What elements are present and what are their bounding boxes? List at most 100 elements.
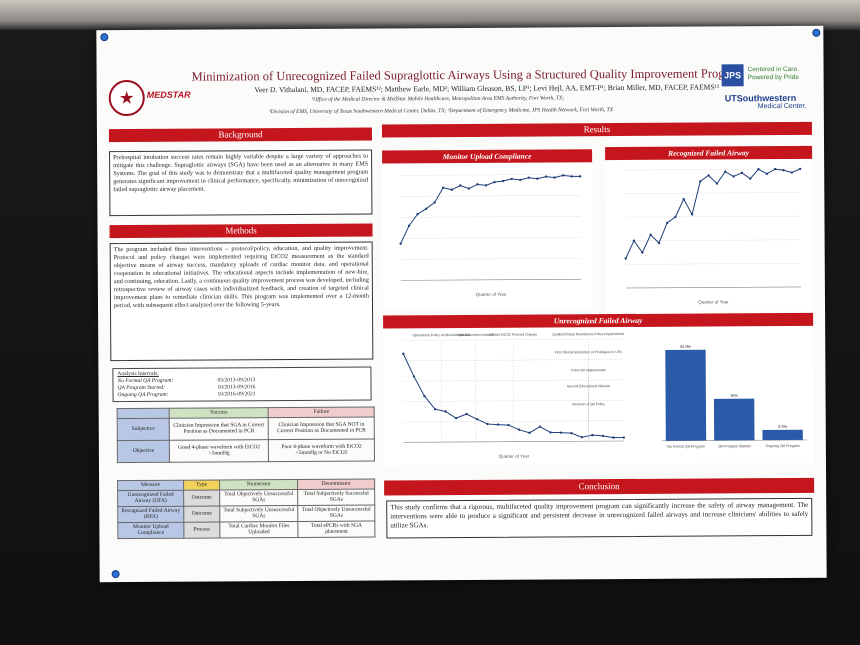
data-point xyxy=(496,423,500,426)
data-point xyxy=(412,375,416,378)
interval-label: Ongoing QA Program: xyxy=(117,391,169,399)
data-point xyxy=(749,177,752,180)
data-point xyxy=(407,224,411,227)
data-point xyxy=(465,412,468,416)
gridline xyxy=(403,338,624,341)
table-cell: Total Objectively Unsuccessful SGAs xyxy=(297,504,375,522)
table-cell: Clinician Impression that SGA NOT in Cor… xyxy=(268,416,375,440)
gridline xyxy=(403,420,624,423)
annotation-label: Point-QA Implemented xyxy=(571,368,605,372)
data-point xyxy=(450,188,453,191)
gridline xyxy=(625,239,801,242)
table-row: Recognized Failed Airway (RFA) Outcome T… xyxy=(117,504,375,523)
annotation-line xyxy=(441,342,443,443)
data-point xyxy=(444,410,447,413)
table-cell: Total ePCRs with SGA placement xyxy=(298,520,375,538)
measure-definition-table: Measure Type Numerator Denominator Unrec… xyxy=(117,479,375,539)
interval-row: Ongoing QA Program: 10/2016-09/2021 xyxy=(118,391,367,400)
table-header-cell xyxy=(117,408,170,419)
data-point xyxy=(433,408,437,411)
chart-plot: Quarter of Year xyxy=(399,174,582,297)
data-point xyxy=(665,221,669,225)
research-poster: MEDSTAR Minimization of Unrecognized Fai… xyxy=(96,25,827,583)
utsw-logo-subtitle: Medical Center. xyxy=(757,102,807,111)
data-point xyxy=(641,251,644,254)
gridline xyxy=(625,168,801,171)
data-point xyxy=(441,186,445,189)
data-point xyxy=(624,257,627,260)
annotation-label: Quality/Clinical Restrictions Policy Imp… xyxy=(552,332,624,336)
gridline xyxy=(400,195,581,197)
bar-value-label: 3.9% xyxy=(778,424,788,429)
gridline xyxy=(400,216,581,218)
table-cell: Clinician Impression that SGA in Correct… xyxy=(169,417,269,440)
data-point xyxy=(790,171,794,174)
analysis-intervals: Analysis Intervals: No Formal QA Program… xyxy=(112,366,372,403)
data-point xyxy=(544,175,548,178)
jps-tagline: Centered in Care. Powered by Pride xyxy=(748,66,799,82)
data-point xyxy=(501,179,505,183)
data-point xyxy=(459,184,462,187)
category-label: Ongoing QA Program xyxy=(766,444,800,448)
data-point xyxy=(757,167,760,171)
data-point xyxy=(510,177,513,181)
table-cell: Outcome xyxy=(183,505,220,522)
unrecognized-failed-airway-chart: Unrecognized Failed Airway Quarter of Ye… xyxy=(383,312,814,466)
data-point xyxy=(699,180,702,183)
table-cell: Recognized Failed Airway (RFA) xyxy=(117,505,184,523)
table-cell: Total Subjectively Successful SGAs xyxy=(297,488,375,506)
x-axis-label: Quarter of Year xyxy=(499,454,530,459)
table-cell: Objective xyxy=(117,439,170,463)
data-point xyxy=(561,174,565,177)
medstar-logo: MEDSTAR xyxy=(146,89,191,100)
gridline xyxy=(403,379,624,382)
data-point xyxy=(632,239,636,242)
series-line xyxy=(400,174,581,244)
annotation-label: Official EtCO2 Protocol Change xyxy=(489,333,537,337)
data-point xyxy=(433,201,436,204)
data-point xyxy=(622,436,626,439)
table-cell: Total Subjectively Unsuccessful SGAs xyxy=(219,505,299,522)
methods-text: The program included three interventions… xyxy=(109,241,374,362)
gridline xyxy=(403,399,624,402)
data-point xyxy=(423,394,426,398)
table-cell: Outcome xyxy=(183,489,220,506)
x-axis xyxy=(625,286,801,289)
jps-logo: JPS xyxy=(721,64,744,87)
table-row: Monitor Upload Compliance Process Total … xyxy=(117,520,375,539)
gridline xyxy=(625,263,801,265)
data-point xyxy=(528,431,531,435)
series-line xyxy=(402,353,624,439)
data-point xyxy=(682,197,685,201)
author-list: Veer D. Vithalani, MD, FACEP, FAEMS¹²; M… xyxy=(254,82,720,95)
data-point xyxy=(690,213,694,216)
data-point xyxy=(674,215,677,219)
data-point xyxy=(715,182,719,185)
table-cell: Monitor Upload Compliance xyxy=(117,521,184,539)
bar xyxy=(713,398,755,441)
data-point xyxy=(519,178,522,182)
data-point xyxy=(591,433,594,437)
data-point xyxy=(549,431,552,434)
table-cell: Total Cardiac Monitor Files Uploaded xyxy=(219,521,299,538)
data-point xyxy=(559,431,563,434)
table-cell: Good 4-phase waveform with EtCO2 >5mmHg xyxy=(169,439,269,462)
bar-value-label: 34.9% xyxy=(680,344,692,349)
recognized-failed-airway-chart: Recognized Failed Airway Quarter of Year xyxy=(605,145,814,313)
bar-chart-plot: 34.9% No Formal QA Program 16% QA Program S… xyxy=(661,344,807,449)
methods-heading: Methods xyxy=(109,223,373,239)
gridline xyxy=(400,237,581,239)
data-point xyxy=(467,187,471,190)
table-header-cell: Type xyxy=(183,479,220,490)
data-point xyxy=(570,175,573,178)
table-row: Unrecognized Failed Airway (UFA) Outcome… xyxy=(117,488,375,507)
conclusion-heading: Conclusion xyxy=(384,477,815,496)
table-row: Subjective Clinician Impression that SGA… xyxy=(117,416,375,441)
data-point xyxy=(399,242,402,245)
x-axis-label: Quarter of Year xyxy=(476,292,507,297)
chart-plot: Quarter of Year Operational Policy on Mon… xyxy=(402,332,626,459)
data-point xyxy=(740,171,744,175)
data-point xyxy=(486,422,489,426)
chart-plot: Quarter of Year xyxy=(624,167,802,305)
results-heading: Results xyxy=(381,121,812,138)
